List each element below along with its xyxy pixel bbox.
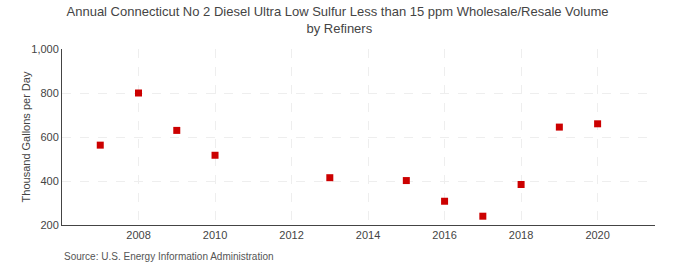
svg-text:200: 200 [40,219,58,231]
svg-text:400: 400 [40,175,58,187]
svg-text:2018: 2018 [509,229,533,241]
svg-text:2010: 2010 [203,229,227,241]
svg-text:2008: 2008 [126,229,150,241]
svg-text:2014: 2014 [356,229,380,241]
svg-text:2020: 2020 [585,229,609,241]
svg-text:2016: 2016 [432,229,456,241]
svg-text:Thousand Gallons per Day: Thousand Gallons per Day [20,71,32,202]
svg-text:Source: U.S. Energy Informatio: Source: U.S. Energy Information Administ… [64,251,274,262]
svg-text:800: 800 [40,87,58,99]
svg-text:600: 600 [40,131,58,143]
svg-text:Annual Connecticut No 2 Diesel: Annual Connecticut No 2 Diesel Ultra Low… [67,4,609,36]
svg-text:1,000: 1,000 [31,43,59,55]
svg-text:2012: 2012 [279,229,303,241]
